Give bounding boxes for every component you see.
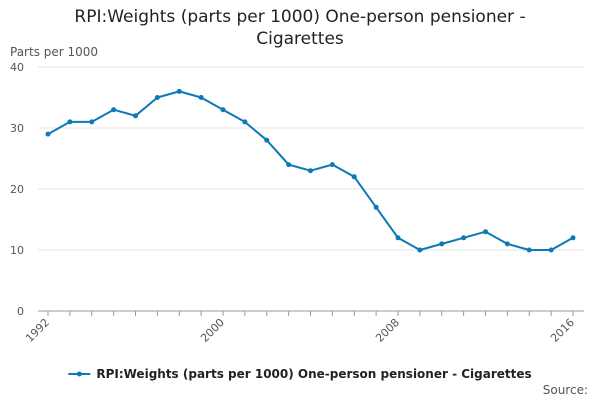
data-point[interactable] — [198, 95, 204, 100]
x-tick-label-1: 2000 — [198, 316, 227, 345]
source-label: Source: — [543, 383, 588, 397]
legend[interactable]: RPI:Weights (parts per 1000) One-person … — [68, 367, 532, 381]
data-point[interactable] — [242, 119, 248, 125]
legend-label: RPI:Weights (parts per 1000) One-person … — [96, 367, 531, 381]
data-point[interactable] — [395, 235, 401, 241]
data-point[interactable] — [176, 88, 182, 94]
y-tick-label-0: 0 — [17, 305, 24, 318]
data-point[interactable] — [548, 247, 554, 253]
data-point[interactable] — [329, 162, 335, 168]
data-point[interactable] — [89, 119, 95, 125]
data-point[interactable] — [417, 247, 423, 253]
data-point[interactable] — [67, 119, 73, 125]
data-point[interactable] — [111, 107, 117, 113]
y-tick-label-4: 40 — [10, 61, 24, 74]
data-point[interactable] — [461, 235, 467, 241]
legend-marker — [76, 371, 82, 377]
data-point[interactable] — [373, 204, 379, 210]
x-axis: 1992 2000 2008 2016 — [23, 310, 584, 345]
y-tick-label-1: 10 — [10, 244, 24, 257]
data-point[interactable] — [570, 235, 576, 241]
chart-title: RPI:Weights (parts per 1000) One-person … — [74, 7, 526, 49]
data-point[interactable] — [439, 241, 445, 247]
data-point[interactable] — [308, 168, 313, 174]
y-axis-ticks: 0 10 20 30 40 — [10, 61, 24, 318]
data-point[interactable] — [154, 95, 160, 100]
x-tick-label-3: 2016 — [548, 316, 577, 345]
y-axis-label: Parts per 1000 — [10, 45, 98, 59]
data-point[interactable] — [45, 131, 51, 137]
data-point[interactable] — [351, 174, 357, 180]
data-point[interactable] — [526, 247, 532, 253]
data-point[interactable] — [220, 107, 226, 113]
plot-area — [45, 88, 576, 253]
data-point[interactable] — [264, 137, 270, 143]
data-point[interactable] — [286, 162, 292, 168]
y-tick-label-2: 20 — [10, 183, 24, 196]
data-point[interactable] — [504, 241, 510, 247]
data-point[interactable] — [483, 229, 488, 235]
y-tick-label-3: 30 — [10, 122, 24, 135]
x-tick-label-0: 1992 — [23, 316, 52, 345]
gridlines — [38, 66, 584, 251]
x-tick-label-2: 2008 — [373, 316, 402, 345]
data-point[interactable] — [133, 113, 138, 119]
